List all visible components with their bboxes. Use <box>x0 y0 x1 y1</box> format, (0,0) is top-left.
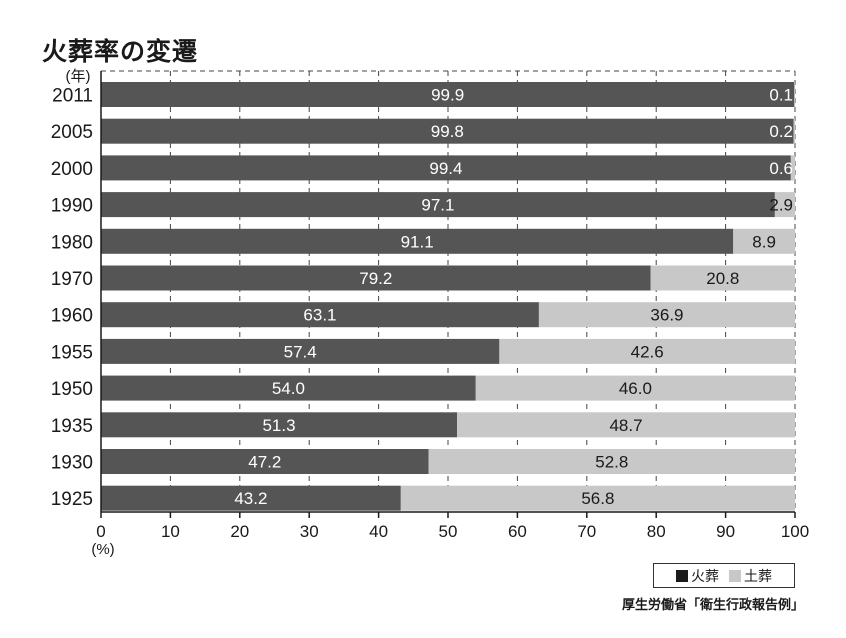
category-label: 2000 <box>51 159 93 180</box>
bar-cremation <box>101 412 458 438</box>
x-tick-label: 20 <box>230 522 249 541</box>
x-tick-label: 40 <box>369 522 388 541</box>
data-label-cremation: 54.0 <box>272 379 305 398</box>
category-label: 1925 <box>51 489 93 510</box>
bar-cremation <box>101 192 775 218</box>
x-tick-label: 50 <box>439 522 458 541</box>
bar-cremation <box>101 82 795 107</box>
data-label-cremation: 99.8 <box>431 122 464 141</box>
bar-burial <box>457 412 795 438</box>
data-label-burial: 36.9 <box>650 306 683 325</box>
data-label-cremation: 57.4 <box>284 342 317 361</box>
source-note: 厚生労働省「衛生行政報告例」 <box>621 598 804 613</box>
bar-burial <box>650 265 795 291</box>
category-label: 1955 <box>51 342 93 363</box>
data-label-cremation: 79.2 <box>359 269 392 288</box>
data-label-cremation: 99.4 <box>429 159 462 178</box>
data-label-burial: 46.0 <box>619 379 652 398</box>
x-tick-label: 30 <box>300 522 319 541</box>
bar-burial <box>400 485 795 511</box>
bar-burial <box>794 82 795 107</box>
data-label-burial: 52.8 <box>595 453 628 472</box>
data-label-cremation: 99.9 <box>431 86 464 105</box>
bar-burial <box>774 192 795 218</box>
category-label: 1935 <box>51 416 93 437</box>
data-label-burial: 8.9 <box>752 232 776 251</box>
category-label: 1980 <box>51 232 93 253</box>
legend-item-cremation: 火葬 <box>676 566 719 586</box>
bar-cremation <box>101 118 794 144</box>
bar-burial <box>475 375 795 401</box>
bar-burial <box>428 449 795 474</box>
bar-cremation <box>101 228 734 254</box>
data-label-burial: 56.8 <box>581 489 614 508</box>
bar-cremation <box>101 302 539 328</box>
category-label: 1930 <box>51 453 93 474</box>
x-tick-label: 0 <box>96 522 105 541</box>
data-label-cremation: 51.3 <box>262 416 295 435</box>
bar-burial <box>793 118 795 144</box>
data-label-burial: 48.7 <box>609 416 642 435</box>
bar-burial <box>538 302 795 328</box>
data-label-cremation: 91.1 <box>401 232 434 251</box>
category-label: 1970 <box>51 269 93 290</box>
x-tick-label: 70 <box>577 522 596 541</box>
category-label: 2005 <box>51 122 93 143</box>
legend-swatch-cremation <box>676 569 688 582</box>
x-tick-label: 60 <box>508 522 527 541</box>
bar-cremation <box>101 265 651 291</box>
data-label-burial: 42.6 <box>631 342 664 361</box>
category-label: 1950 <box>51 379 93 400</box>
data-label-burial: 20.8 <box>706 269 739 288</box>
bar-burial <box>499 338 795 364</box>
data-label-cremation: 43.2 <box>234 489 267 508</box>
category-label: 1990 <box>51 196 93 217</box>
data-label-cremation: 97.1 <box>421 196 454 215</box>
bar-burial <box>790 155 795 181</box>
legend-swatch-burial <box>729 569 741 582</box>
data-label-cremation: 47.2 <box>248 453 281 472</box>
bar-burial <box>733 228 795 254</box>
legend: 火葬 土葬 <box>653 563 795 588</box>
bar-cremation <box>101 485 401 511</box>
data-label-burial: 2.9 <box>769 196 793 215</box>
data-label-burial: 0.1 <box>769 86 793 105</box>
chart-title: 火葬率の変遷 <box>42 37 199 66</box>
bar-cremation <box>101 449 429 474</box>
y-axis-label: (年) <box>66 68 91 85</box>
bar-cremation <box>101 155 791 181</box>
bar-cremation <box>101 375 476 401</box>
x-tick-label: 10 <box>161 522 180 541</box>
legend-label-cremation: 火葬 <box>691 568 719 585</box>
x-tick-label: 80 <box>647 522 666 541</box>
x-tick-label: 90 <box>716 522 735 541</box>
category-label: 2011 <box>52 86 93 107</box>
category-label: 1960 <box>51 306 93 327</box>
legend-label-burial: 土葬 <box>744 568 772 585</box>
x-tick-label: 100 <box>781 522 809 541</box>
bar-cremation <box>101 338 500 364</box>
data-label-burial: 0.2 <box>769 122 793 141</box>
data-label-burial: 0.6 <box>769 159 793 178</box>
legend-item-burial: 土葬 <box>729 566 772 586</box>
data-label-cremation: 63.1 <box>303 306 336 325</box>
x-axis-label: (%) <box>91 541 114 558</box>
